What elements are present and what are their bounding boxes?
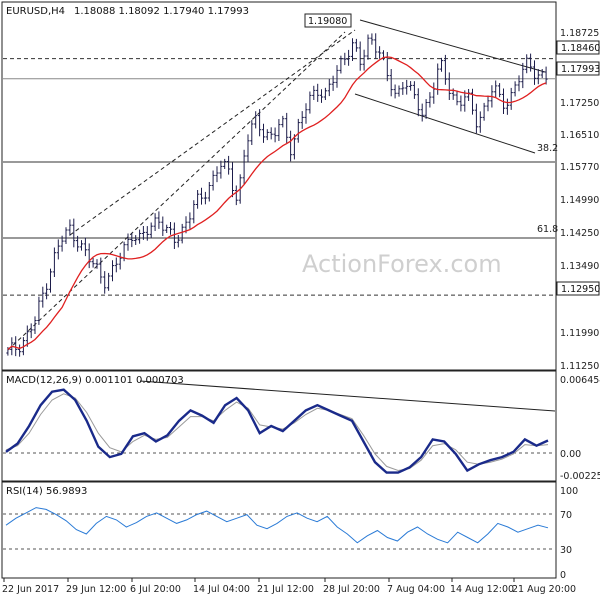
fib-label-38: 38.2 (537, 143, 558, 154)
price-tick: 1.15770 (560, 162, 599, 173)
x-tick-label: 22 Jun 2017 (2, 584, 59, 595)
rsi-tick: 100 (560, 486, 578, 497)
lower-channel-line (354, 93, 536, 154)
price-boxed-1: 1.18460 (556, 40, 600, 55)
price-tick: 1.11990 (560, 328, 599, 339)
trend-lines (7, 19, 556, 412)
x-tick-label: 28 Jul 20:00 (323, 584, 380, 595)
svg-text:1.19080: 1.19080 (308, 16, 347, 27)
x-tick-label: 6 Jul 20:00 (130, 584, 181, 595)
price-tick: 1.18725 (560, 28, 599, 39)
rsi-line (5, 507, 549, 544)
price-tick: 1.14250 (560, 228, 599, 239)
high-annotation: 1.19080 (304, 13, 352, 28)
rsi-tick: 30 (560, 545, 572, 556)
price-panel-frame (1, 1, 557, 371)
rsi-panel-frame (1, 481, 557, 579)
price-tick: 1.13490 (560, 261, 599, 272)
price-tick: 1.11250 (560, 361, 599, 372)
price-tick: 1.16510 (560, 130, 599, 141)
price-tick: 1.14990 (560, 195, 599, 206)
price-tick: 1.17250 (560, 98, 599, 109)
macd-tick: 0.00 (560, 449, 581, 460)
rsi-tick: 70 (560, 510, 572, 521)
x-tick-label: 7 Aug 04:00 (387, 584, 445, 595)
x-tick-label: 21 Aug 20:00 (512, 584, 576, 595)
price-levels (3, 58, 555, 296)
price-panel-title: EURUSD,H4 (6, 6, 65, 17)
x-axis: 22 Jun 2017 29 Jun 12:00 6 Jul 20:00 14 Jul… (2, 578, 576, 595)
candles (6, 33, 548, 357)
uptrend-line-upper (69, 29, 356, 236)
rsi-title: RSI(14) 56.9893 (6, 486, 87, 497)
x-tick-label: 21 Jul 12:00 (257, 584, 314, 595)
moving-average-line (7, 56, 547, 350)
macd-trend-line (139, 380, 556, 412)
watermark: ActionForex.com (302, 250, 502, 278)
upper-channel-line (359, 19, 546, 73)
macd-tick: -0.002252 (560, 471, 600, 482)
uptrend-line-lower (7, 31, 346, 351)
macd-tick: 0.006454 (560, 375, 600, 386)
svg-text:1.17993: 1.17993 (561, 64, 600, 75)
price-boxed-low: 1.12950 (556, 281, 600, 296)
macd-title: MACD(12,26,9) 0.001101 0.000703 (6, 375, 184, 386)
fib-label-61: 61.8 (537, 224, 558, 235)
svg-text:1.18460: 1.18460 (561, 43, 600, 54)
price-axis: 1.18725 1.18460 1.17993 1.17250 1.16510 … (556, 28, 600, 372)
macd-main-line (5, 388, 549, 474)
macd-panel-frame (1, 370, 557, 482)
price-boxed-current: 1.17993 (556, 61, 600, 76)
rsi-tick: 0 (560, 570, 566, 581)
svg-text:1.12950: 1.12950 (561, 284, 600, 295)
x-tick-label: 14 Jul 04:00 (193, 584, 250, 595)
x-tick-label: 14 Aug 12:00 (450, 584, 514, 595)
ohlc-readout: 1.18088 1.18092 1.17940 1.17993 (74, 6, 249, 17)
x-tick-label: 29 Jun 12:00 (66, 584, 126, 595)
